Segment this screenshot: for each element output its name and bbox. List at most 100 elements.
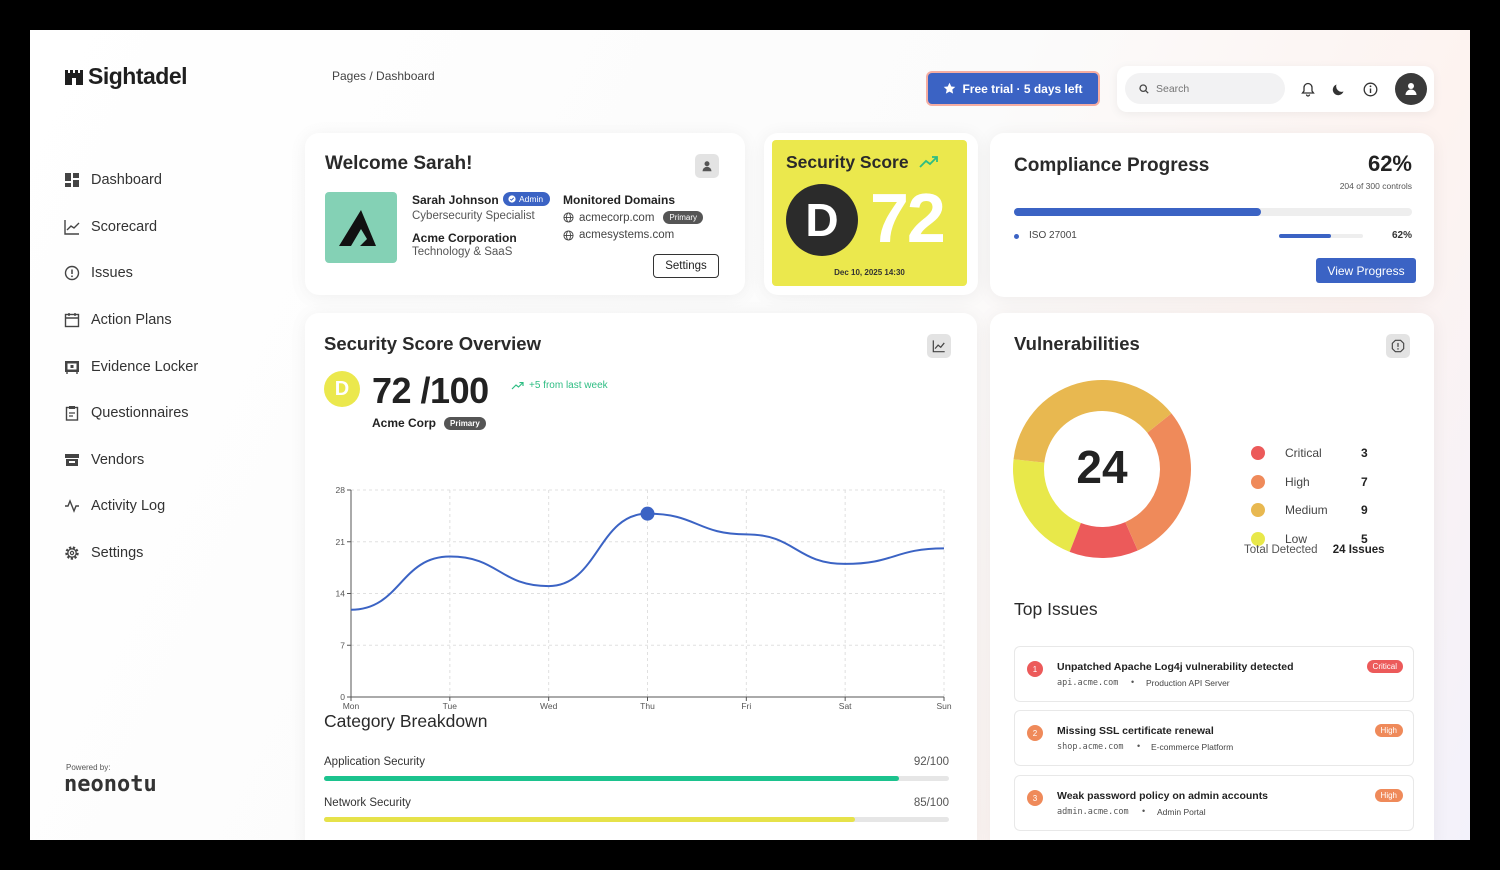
domain-item[interactable]: acmesystems.com — [563, 229, 674, 241]
category-name: Network Security — [324, 797, 411, 809]
framework-name: ISO 27001 — [1029, 230, 1077, 241]
category-score: 85/100 — [913, 797, 949, 809]
issue-title: Missing SSL certificate renewal — [1057, 725, 1214, 737]
issue-item[interactable]: 2 Missing SSL certificate renewal shop.a… — [1014, 710, 1414, 766]
sidebar-item-label: Questionnaires — [91, 405, 189, 422]
issue-item[interactable]: 3 Weak password policy on admin accounts… — [1014, 775, 1414, 831]
legend-high: High 7 — [1244, 474, 1374, 490]
security-score-panel: Security Score D 72 Dec 10, 2025 14:30 — [772, 140, 967, 286]
vulnerabilities-menu-button[interactable] — [1386, 334, 1410, 358]
moon-icon — [1332, 84, 1344, 96]
domain-name: acmesystems.com — [579, 229, 675, 241]
framework-percent: 62% — [1391, 230, 1412, 241]
sidebar-item-scorecard[interactable]: Scorecard — [64, 204, 284, 251]
free-trial-label: Free trial · 5 days left — [962, 81, 1083, 96]
search-icon — [1139, 83, 1149, 94]
admin-badge: Admin — [503, 192, 551, 206]
gear-icon — [65, 546, 79, 560]
total-detected-value: 24 Issues — [1332, 544, 1385, 556]
compliance-progress-fill — [1014, 208, 1261, 216]
sidebar-item-vendors[interactable]: Vendors — [64, 437, 284, 484]
domain-item[interactable]: acmecorp.com Primary — [563, 211, 703, 224]
category-progress-fill — [324, 776, 899, 781]
sidebar-item-settings[interactable]: Settings — [64, 530, 284, 577]
view-progress-button[interactable]: View Progress — [1316, 258, 1416, 283]
sidebar-item-activity-log[interactable]: Activity Log — [64, 483, 284, 530]
admin-badge-label: Admin — [519, 194, 544, 204]
overview-title: Security Score Overview — [324, 333, 541, 354]
compliance-subtitle: 204 of 300 controls — [1339, 181, 1412, 191]
info-button[interactable] — [1361, 80, 1379, 98]
theme-toggle-button[interactable] — [1330, 80, 1348, 98]
profile-button[interactable] — [695, 154, 719, 178]
x-tick-label: Sun — [936, 701, 951, 710]
vulnerabilities-total: 24 — [1076, 441, 1128, 493]
severity-badge: High — [1374, 789, 1403, 802]
legend-label: Low — [1285, 532, 1308, 546]
bell-icon — [1301, 82, 1315, 97]
x-tick-label: Tue — [443, 701, 458, 710]
user-avatar[interactable] — [1395, 73, 1427, 105]
category-breakdown-title: Category Breakdown — [324, 711, 488, 731]
sidebar-item-action-plans[interactable]: Action Plans — [64, 297, 284, 344]
dashboard-icon — [65, 173, 79, 188]
compliance-percent: 62% — [1367, 151, 1412, 176]
security-score-title-text: Security Score — [786, 152, 909, 172]
trending-up-icon — [511, 381, 524, 389]
free-trial-button[interactable]: Free trial · 5 days left — [928, 73, 1098, 104]
globe-icon — [563, 229, 574, 241]
sidebar-item-evidence-locker[interactable]: Evidence Locker — [64, 343, 284, 390]
total-detected-label: Total Detected — [1244, 544, 1318, 556]
domain-name: acmecorp.com — [579, 211, 655, 224]
security-score-value: 72 — [870, 179, 946, 257]
chart-view-button[interactable] — [927, 334, 951, 358]
issue-system: Admin Portal — [1157, 807, 1206, 817]
total-detected: Total Detected 24 Issues — [1244, 544, 1385, 556]
issue-separator: • — [1137, 741, 1141, 751]
category-row: Application Security 92/100 — [324, 756, 949, 781]
x-tick-label: Mon — [343, 701, 360, 710]
legend-count: 5 — [1361, 532, 1368, 546]
settings-button[interactable]: Settings — [653, 254, 719, 278]
issue-number: 3 — [1027, 790, 1043, 806]
company-name: Acme Corporation — [412, 231, 517, 245]
category-progress-fill — [324, 817, 856, 822]
app-logo[interactable]: Sightadel — [64, 63, 188, 90]
donut-slice-high — [1125, 413, 1191, 551]
y-tick-label: 0 — [340, 692, 345, 702]
framework-row: ISO 27001 62% — [1014, 230, 1412, 244]
top-toolbar — [1117, 66, 1434, 112]
legend-label: Medium — [1285, 503, 1328, 517]
sidebar-item-label: Activity Log — [91, 498, 166, 515]
y-tick-label: 28 — [336, 485, 346, 495]
severity-badge: Critical — [1366, 660, 1403, 673]
search-box[interactable] — [1125, 73, 1285, 104]
issue-title: Unpatched Apache Log4j vulnerability det… — [1057, 661, 1294, 673]
welcome-card: Welcome Sarah! Sarah Johnson Admin Cyber… — [305, 133, 745, 295]
search-input[interactable] — [1156, 82, 1276, 95]
sidebar-nav: Dashboard Scorecard Issues Action Plans … — [64, 157, 284, 576]
sidebar-item-label: Action Plans — [91, 312, 172, 329]
legend-dot — [1251, 446, 1265, 460]
user-name: Sarah Johnson — [412, 193, 499, 207]
highlighted-data-point — [640, 506, 655, 521]
vendor-icon — [65, 453, 79, 466]
sidebar-item-issues[interactable]: Issues — [64, 250, 284, 297]
sidebar-item-dashboard[interactable]: Dashboard — [64, 157, 284, 204]
compliance-card: Compliance Progress 62% 204 of 300 contr… — [990, 133, 1434, 297]
legend-medium: Medium 9 — [1244, 502, 1374, 518]
notifications-button[interactable] — [1299, 80, 1317, 98]
clipboard-icon — [65, 406, 79, 421]
sidebar-item-questionnaires[interactable]: Questionnaires — [64, 390, 284, 437]
compliance-title: Compliance Progress — [1014, 155, 1210, 176]
issue-system: E-commerce Platform — [1151, 742, 1234, 752]
x-tick-label: Wed — [540, 701, 558, 710]
issue-item[interactable]: 1 Unpatched Apache Log4j vulnerability d… — [1014, 646, 1414, 702]
sidebar-item-label: Evidence Locker — [91, 358, 199, 375]
overview-score: 72 /100 — [372, 370, 489, 411]
overview-company-name: Acme Corp — [372, 416, 437, 430]
category-progress-bar — [324, 776, 949, 781]
legend-count: 3 — [1361, 446, 1368, 460]
breadcrumb: Pages / Dashboard — [332, 69, 435, 83]
